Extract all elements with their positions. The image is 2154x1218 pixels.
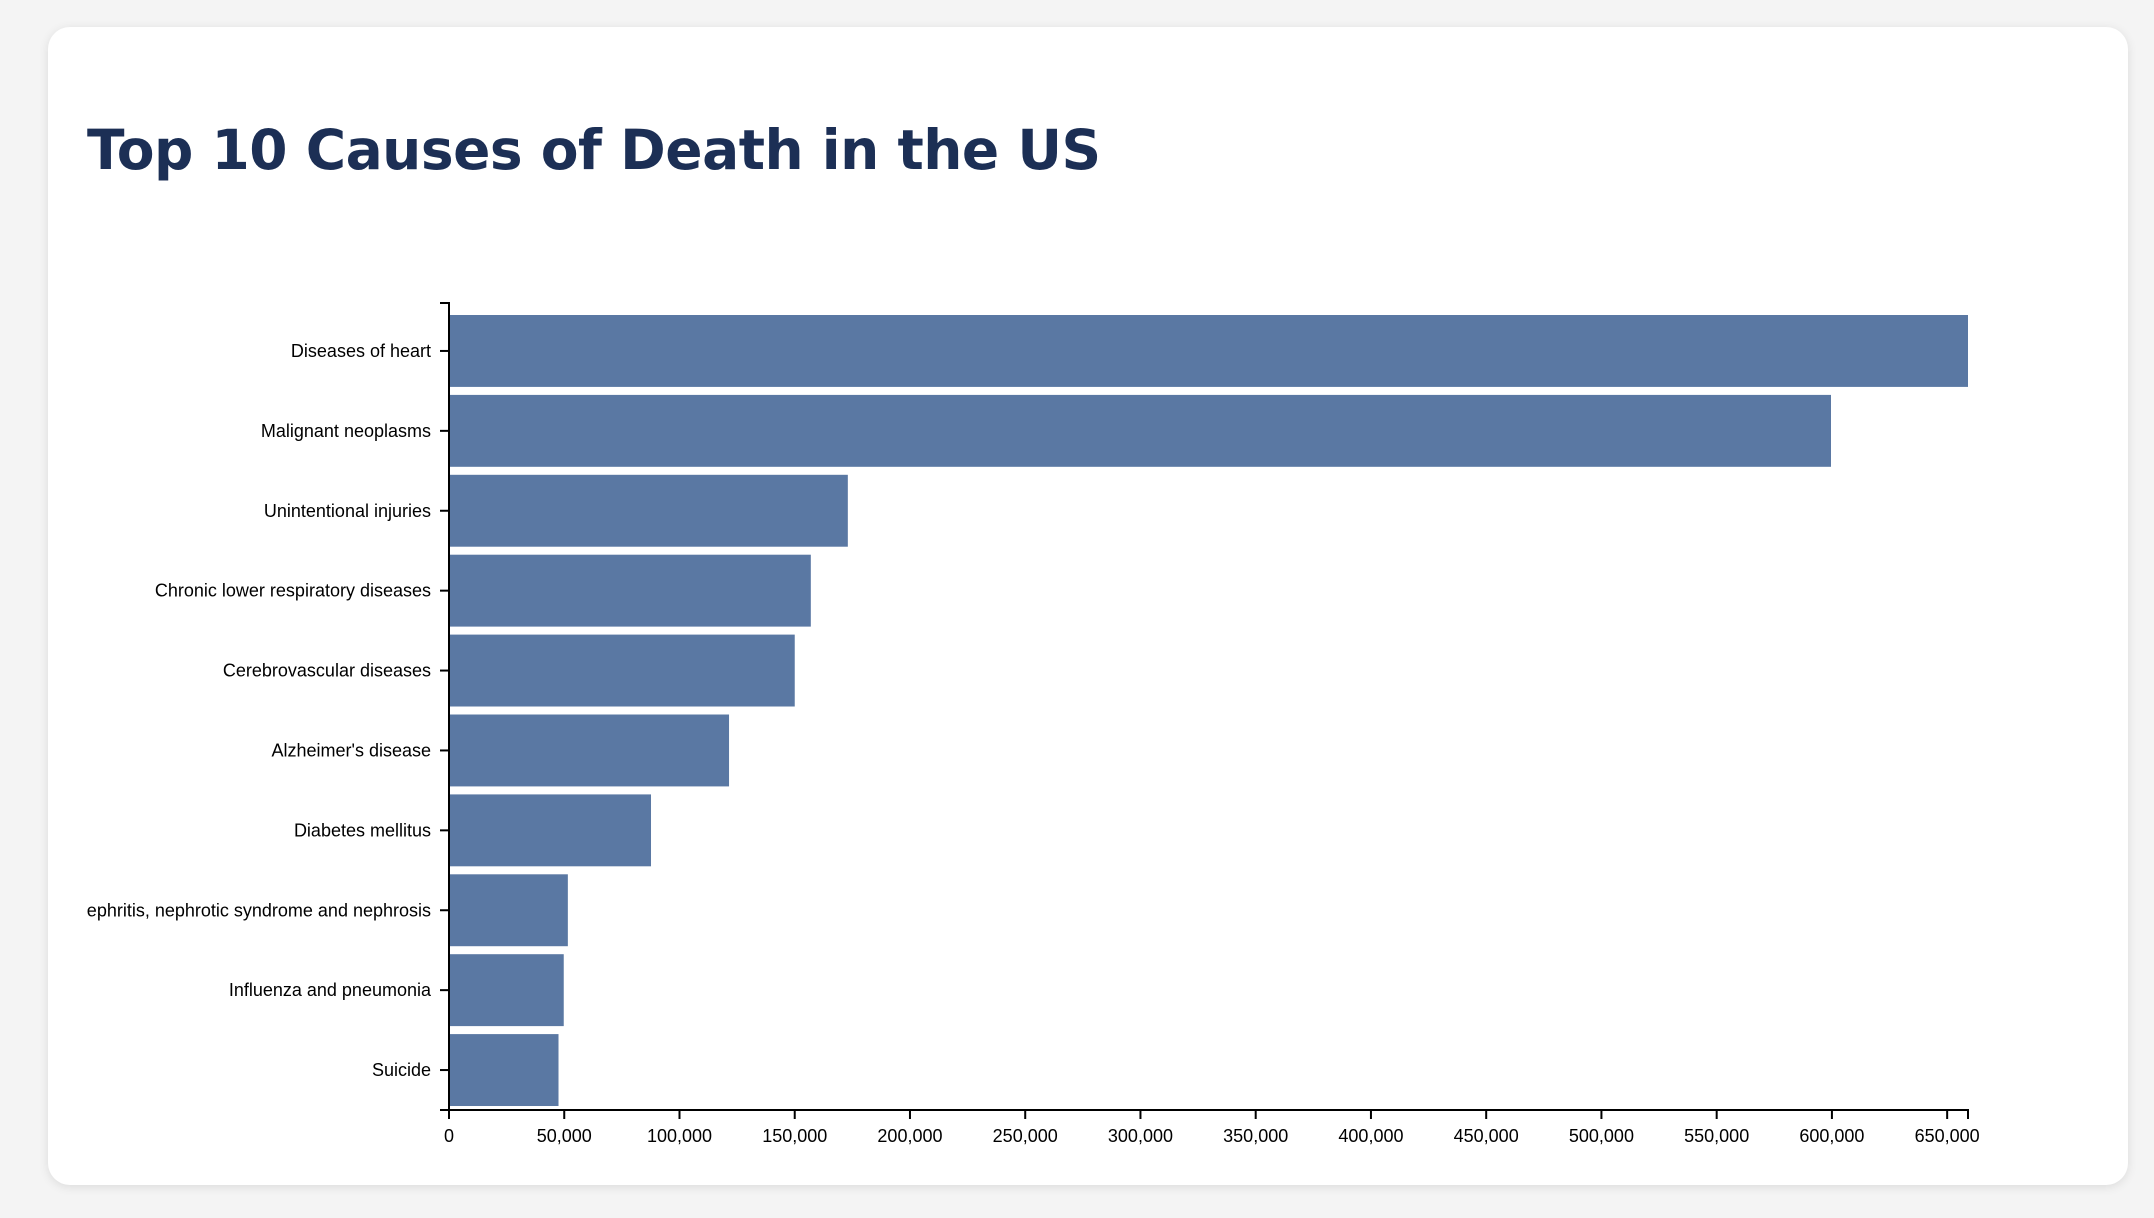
- x-tick-label-3: 150,000: [762, 1126, 827, 1146]
- x-axis: 0 50,000 100,000 150,000 200,000 250,000 300,0…: [444, 1109, 1980, 1146]
- y-tick-label-9: Suicide: [372, 1060, 431, 1080]
- x-tick-label-2: 100,000: [647, 1126, 712, 1146]
- x-tick-label-8: 400,000: [1338, 1126, 1403, 1146]
- x-tick-label-13: 650,000: [1915, 1126, 1980, 1146]
- x-tick-label-9: 450,000: [1454, 1126, 1519, 1146]
- page-title: Top 10 Causes of Death in the US: [87, 118, 1101, 182]
- y-axis-line: [440, 302, 450, 1111]
- x-tick-label-7: 350,000: [1223, 1126, 1288, 1146]
- bar-7: [449, 874, 568, 947]
- y-tick-label-6: Diabetes mellitus: [294, 820, 431, 840]
- bar-4: [449, 634, 795, 707]
- x-tick-label-5: 250,000: [993, 1126, 1058, 1146]
- x-tick-label-12: 600,000: [1799, 1126, 1864, 1146]
- x-tick-label-11: 550,000: [1684, 1126, 1749, 1146]
- x-tick-label-1: 50,000: [537, 1126, 592, 1146]
- bar-3: [449, 554, 811, 627]
- bar-0: [449, 315, 1968, 387]
- bars-group: [449, 315, 1968, 1107]
- x-axis-line: [448, 1109, 1969, 1119]
- y-tick-label-8: Influenza and pneumonia: [229, 980, 432, 1000]
- chart-card: [48, 27, 2128, 1185]
- bar-2: [449, 474, 848, 547]
- x-tick-label-0: 0: [444, 1126, 454, 1146]
- x-tick-label-10: 500,000: [1569, 1126, 1634, 1146]
- bar-9: [449, 1034, 559, 1107]
- y-tick-label-5: Alzheimer's disease: [271, 740, 431, 760]
- x-tick-label-6: 300,000: [1108, 1126, 1173, 1146]
- y-tick-label-4: Cerebrovascular diseases: [223, 661, 431, 681]
- bar-8: [449, 954, 564, 1027]
- chart-area: Diseases of heart Malignant neoplasms Unin…: [87, 290, 2087, 1150]
- y-tick-label-0: Diseases of heart: [291, 341, 431, 361]
- x-tick-label-4: 200,000: [877, 1126, 942, 1146]
- y-tick-label-2: Unintentional injuries: [264, 501, 431, 521]
- bar-1: [449, 394, 1831, 467]
- bar-chart: Diseases of heart Malignant neoplasms Unin…: [87, 302, 1980, 1146]
- bar-6: [449, 794, 652, 867]
- y-axis: Diseases of heart Malignant neoplasms Unin…: [87, 302, 450, 1111]
- bar-5: [449, 714, 730, 787]
- y-tick-label-7: Nephritis, nephrotic syndrome and nephro…: [87, 900, 431, 920]
- y-tick-label-3: Chronic lower respiratory diseases: [155, 581, 431, 601]
- y-tick-label-1: Malignant neoplasms: [261, 421, 431, 441]
